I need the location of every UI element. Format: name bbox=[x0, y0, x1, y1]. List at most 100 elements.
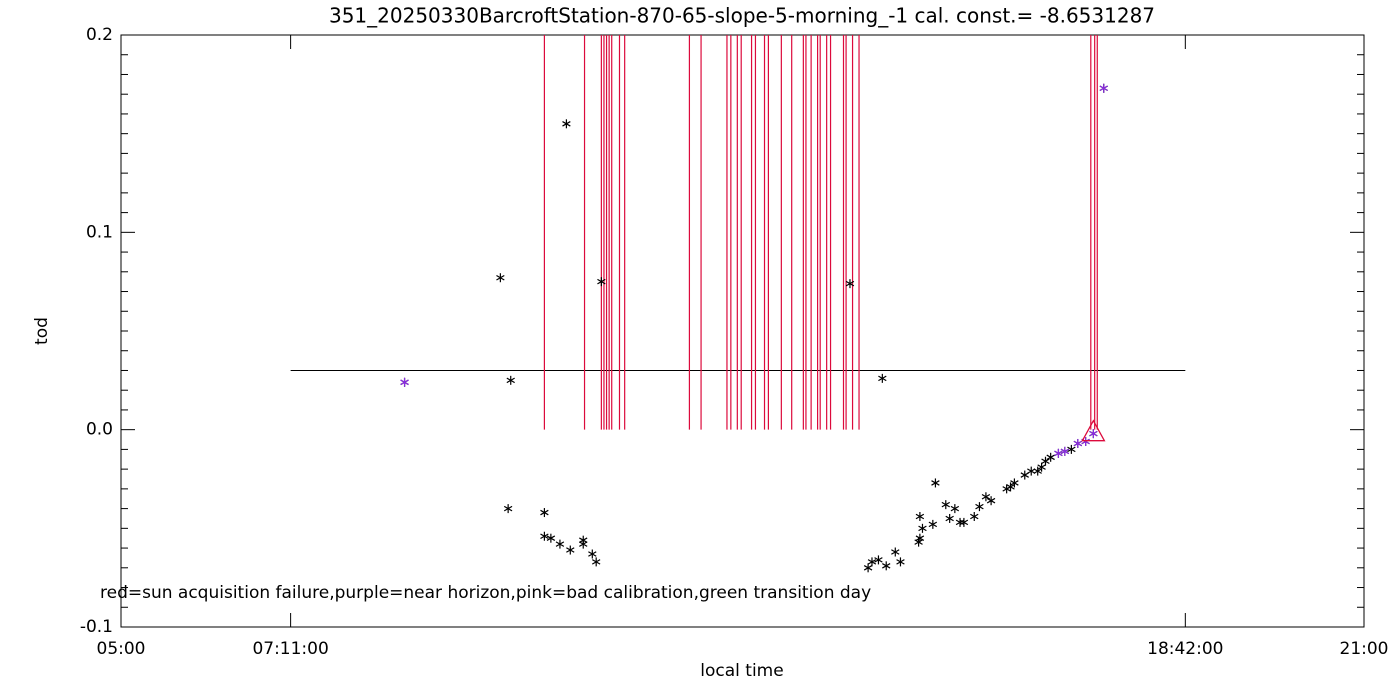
point bbox=[400, 377, 409, 387]
annotation: red=sun acquisition failure,purple=near … bbox=[100, 583, 871, 603]
asterisk-stroke bbox=[555, 541, 565, 547]
point bbox=[1020, 470, 1029, 480]
asterisk-stroke bbox=[1060, 448, 1070, 455]
point bbox=[867, 557, 877, 567]
point bbox=[981, 492, 991, 502]
y-axis-label: tod bbox=[32, 317, 52, 345]
y-tick-label: -0.1 bbox=[80, 617, 113, 637]
asterisk-stroke bbox=[588, 551, 597, 557]
point bbox=[878, 373, 887, 383]
point bbox=[555, 539, 565, 549]
point bbox=[1054, 448, 1063, 458]
asterisk-stroke bbox=[503, 505, 513, 512]
point bbox=[1067, 444, 1076, 454]
point bbox=[579, 535, 588, 545]
asterisk-stroke bbox=[915, 535, 925, 541]
asterisk-stroke bbox=[882, 563, 891, 569]
point bbox=[597, 277, 606, 287]
point bbox=[955, 517, 965, 527]
plot-frame bbox=[120, 34, 1365, 628]
x-tick-label: 18:42:00 bbox=[1147, 639, 1223, 659]
asterisk-stroke bbox=[1089, 430, 1098, 437]
point bbox=[503, 504, 513, 514]
asterisk-stroke bbox=[975, 503, 984, 510]
y-tick-label: 0.2 bbox=[86, 25, 113, 45]
x-tick-label: 07:11:00 bbox=[252, 639, 328, 659]
point bbox=[546, 533, 556, 543]
point bbox=[1089, 429, 1098, 439]
asterisk-stroke bbox=[931, 480, 940, 486]
asterisk-stroke bbox=[945, 515, 954, 522]
asterisk-stroke bbox=[981, 493, 991, 500]
asterisk-stroke bbox=[1006, 484, 1015, 490]
point bbox=[588, 549, 597, 559]
asterisk-stroke bbox=[1033, 468, 1042, 474]
point bbox=[1046, 452, 1055, 462]
point bbox=[1027, 466, 1036, 476]
asterisk-stroke bbox=[874, 557, 883, 563]
point bbox=[941, 500, 950, 510]
point bbox=[506, 375, 515, 385]
chart-title: 351_20250330BarcroftStation-870-65-slope… bbox=[329, 4, 1155, 28]
point bbox=[562, 119, 571, 129]
point bbox=[986, 496, 996, 506]
point bbox=[1081, 437, 1090, 447]
asterisk-stroke bbox=[1054, 450, 1063, 457]
point bbox=[882, 561, 891, 571]
point bbox=[896, 557, 905, 567]
point bbox=[891, 547, 900, 557]
asterisk-stroke bbox=[1099, 85, 1108, 92]
asterisk-stroke bbox=[959, 519, 969, 526]
asterisk-stroke bbox=[591, 559, 601, 565]
point bbox=[874, 555, 883, 565]
asterisk-stroke bbox=[928, 521, 938, 528]
asterisk-stroke bbox=[597, 278, 606, 285]
point bbox=[950, 504, 960, 514]
point bbox=[1041, 456, 1050, 466]
asterisk-stroke bbox=[1046, 454, 1055, 461]
point bbox=[928, 519, 938, 529]
asterisk-stroke bbox=[914, 539, 923, 545]
point bbox=[915, 533, 925, 543]
point bbox=[918, 523, 927, 533]
asterisk-stroke bbox=[506, 377, 515, 384]
point bbox=[1037, 462, 1046, 472]
point bbox=[1060, 446, 1070, 456]
point bbox=[975, 502, 984, 512]
asterisk-stroke bbox=[562, 121, 571, 127]
point bbox=[540, 531, 549, 541]
asterisk-stroke bbox=[915, 513, 925, 520]
asterisk-stroke bbox=[1067, 446, 1076, 453]
point bbox=[945, 513, 954, 523]
x-tick-label: 21:00 bbox=[1340, 639, 1389, 659]
point bbox=[1099, 83, 1108, 93]
asterisk-stroke bbox=[1037, 464, 1046, 470]
point bbox=[915, 511, 925, 521]
asterisk-stroke bbox=[566, 547, 575, 553]
point bbox=[863, 563, 873, 573]
asterisk-stroke bbox=[496, 274, 505, 281]
asterisk-stroke bbox=[918, 525, 927, 532]
point bbox=[1006, 482, 1015, 492]
asterisk-stroke bbox=[1027, 468, 1036, 474]
y-tick-label: 0.1 bbox=[86, 222, 113, 242]
asterisk-stroke bbox=[878, 375, 887, 382]
asterisk-stroke bbox=[863, 565, 873, 571]
asterisk-stroke bbox=[970, 513, 979, 520]
point bbox=[1033, 466, 1042, 476]
asterisk-stroke bbox=[546, 535, 556, 541]
x-tick-label: 05:00 bbox=[97, 639, 146, 659]
asterisk-stroke bbox=[867, 559, 877, 565]
point bbox=[1081, 419, 1106, 442]
asterisk-stroke bbox=[986, 497, 996, 504]
asterisk-stroke bbox=[1041, 458, 1050, 465]
point bbox=[959, 517, 969, 527]
asterisk-stroke bbox=[891, 549, 900, 555]
x-axis-label: local time bbox=[700, 661, 783, 681]
asterisk-stroke bbox=[845, 280, 855, 287]
triangle-stroke bbox=[1081, 419, 1106, 442]
asterisk-stroke bbox=[540, 509, 549, 516]
asterisk-stroke bbox=[1081, 438, 1090, 445]
point bbox=[540, 508, 549, 518]
